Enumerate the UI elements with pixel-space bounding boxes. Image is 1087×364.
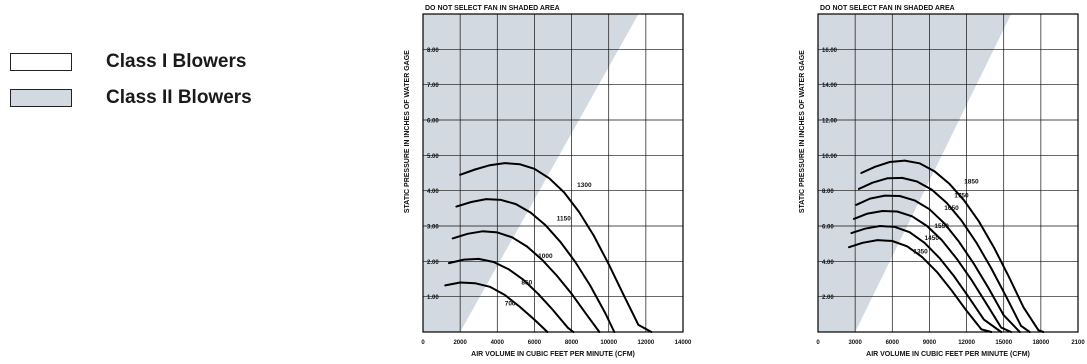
legend-swatch-class-2 — [10, 89, 72, 107]
chart-title: DO NOT SELECT FAN IN SHADED AREA — [820, 5, 955, 12]
x-tick-label: 3000 — [848, 340, 862, 346]
x-axis-label: AIR VOLUME IN CUBIC FEET PER MINUTE (CFM… — [866, 351, 1030, 358]
x-tick-label: 12000 — [638, 340, 655, 346]
y-tick-label: 4.00 — [427, 189, 439, 195]
x-tick-label: 14000 — [675, 340, 692, 346]
chart-left: DO NOT SELECT FAN IN SHADED AREA 0 2000 400… — [404, 5, 692, 358]
plot-frame — [817, 13, 1079, 333]
curve-label-1350: 1350 — [913, 248, 928, 255]
legend-item-class-2: Class II Blowers — [10, 86, 310, 110]
y-tick-label: 6.00 — [822, 225, 834, 231]
x-tick-label: 8000 — [565, 340, 579, 346]
curve-1450 — [850, 225, 1003, 333]
chart-right: DO NOT SELECT FAN IN SHADED AREA 0 3000 600… — [799, 5, 1085, 358]
y-tick-label: 3.00 — [427, 225, 439, 231]
y-axis-label: STATIC PRESSURE IN INCHES OF WATER GAGE — [799, 50, 806, 213]
x-tick-label: 18000 — [1033, 340, 1050, 346]
x-tick-label: 0 — [421, 340, 425, 346]
x-axis-label: AIR VOLUME IN CUBIC FEET PER MINUTE (CFM… — [471, 351, 635, 358]
x-tick-label: 10000 — [600, 340, 617, 346]
legend-label-class-2: Class II Blowers — [106, 87, 252, 108]
curve-label-1000: 1000 — [538, 253, 553, 260]
y-tick-label: 2.00 — [427, 260, 439, 266]
x-tick-label: 4000 — [491, 340, 505, 346]
y-tick-label: 7.00 — [427, 83, 439, 89]
curve-1150 — [455, 198, 616, 333]
legend-swatch-class-1 — [10, 53, 72, 71]
legend-item-class-1: Class I Blowers — [10, 50, 310, 74]
x-tick-label: 2100 — [1071, 340, 1085, 346]
curve-label-1850: 1850 — [964, 179, 979, 186]
curve-1300 — [459, 162, 653, 333]
curve-label-850: 850 — [521, 279, 532, 286]
curve-1350 — [848, 239, 993, 333]
y-axis-label: STATIC PRESSURE IN INCHES OF WATER GAGE — [404, 50, 411, 213]
x-tick-label: 6000 — [528, 340, 542, 346]
shaded-area — [818, 14, 1012, 332]
x-tick-label: 15000 — [995, 340, 1012, 346]
y-tick-label: 10.00 — [822, 154, 838, 160]
plot-frame — [422, 13, 684, 333]
curve-1750 — [857, 176, 1031, 333]
chart-title: DO NOT SELECT FAN IN SHADED AREA — [425, 5, 560, 12]
curve-1000 — [451, 230, 601, 333]
y-tick-label: 6.00 — [427, 119, 439, 125]
y-tick-label: 2.00 — [822, 295, 834, 301]
legend: Class I Blowers Class II Blowers — [10, 50, 310, 120]
y-tick-label: 16.00 — [822, 48, 838, 54]
curve-label-1450: 1450 — [924, 235, 939, 242]
y-tick-label: 1.00 — [427, 295, 439, 301]
x-tick-label: 6000 — [886, 340, 900, 346]
legend-label-class-1: Class I Blowers — [106, 51, 247, 72]
curve-label-1300: 1300 — [577, 182, 592, 189]
x-tick-label: 2000 — [453, 340, 467, 346]
shaded-area — [423, 14, 639, 332]
curve-1650 — [855, 194, 1021, 333]
y-tick-label: 5.00 — [427, 154, 439, 160]
y-tick-label: 8.00 — [427, 48, 439, 54]
x-tick-label: 12000 — [958, 340, 975, 346]
curve-850 — [448, 257, 575, 333]
curve-1850 — [860, 159, 1045, 333]
curve-label-1150: 1150 — [557, 216, 571, 223]
curve-1550 — [852, 210, 1013, 333]
y-tick-label: 14.00 — [822, 83, 838, 89]
curve-700 — [444, 281, 549, 333]
curve-label-1550: 1550 — [934, 223, 949, 230]
x-tick-label: 0 — [816, 340, 820, 346]
y-tick-label: 4.00 — [822, 260, 834, 266]
y-tick-label: 8.00 — [822, 189, 834, 195]
curve-label-700: 700 — [505, 301, 516, 308]
x-tick-label: 9000 — [923, 340, 937, 346]
y-tick-label: 12.00 — [822, 119, 838, 125]
